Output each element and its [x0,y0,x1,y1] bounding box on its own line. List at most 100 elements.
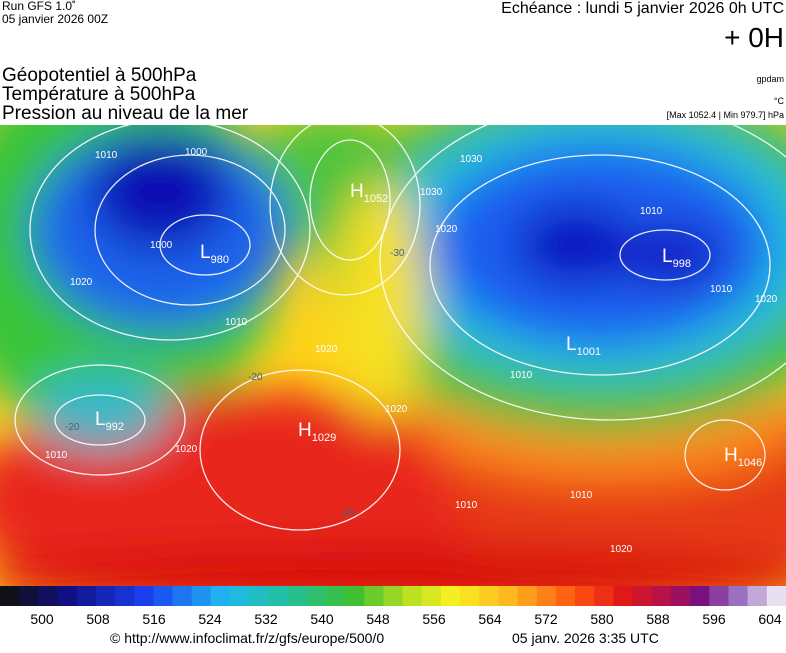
center-value: 980 [211,254,229,266]
step: + 0H [724,22,784,53]
center-letter: H [724,445,738,466]
colorbar-swatch [191,586,212,606]
colorbar-swatch [440,586,461,606]
isobar-label: 1010 [45,450,68,461]
colorbar-swatch [402,586,423,606]
colorbar-swatch [651,586,672,606]
isobar-label: 1030 [460,154,483,165]
echeance: Echéance : lundi 5 janvier 2026 0h UTC [501,0,784,17]
isobar-label: 1010 [95,150,118,161]
colorbar-swatch [19,586,39,606]
title-2: Température à 500hPa [2,84,196,105]
isobar-label: 1020 [435,224,458,235]
center-letter: L [566,334,577,355]
colorbar-swatch [287,586,308,606]
pressure-center: H1029 [298,420,336,444]
colorbar-label: 540 [310,611,334,627]
colorbar-swatch [709,586,729,606]
colorbar-swatch [517,586,538,606]
colorbar-swatch [766,586,786,606]
colorbar-label: 604 [758,611,782,627]
colorbar-swatch [249,586,269,606]
colorbar-swatch [479,586,499,606]
colorbar-swatch [172,586,193,606]
center-letter: L [662,246,673,267]
colorbar-swatch [38,586,59,606]
temperature-label: -20 [65,422,80,433]
colorbar-label: 516 [142,611,166,627]
isobar-label: 1010 [710,284,733,295]
colorbar-swatch [134,586,154,606]
center-value: 1001 [577,346,601,358]
colorbar-swatch [57,586,78,606]
colorbar-swatch [670,586,691,606]
isobar-label: 1020 [385,404,408,415]
colorbar-label: 524 [198,611,222,627]
colorbar-swatch [210,586,231,606]
colorbar-swatch [747,586,768,606]
unit-temperature: °C [774,96,785,106]
colorbar-label: 548 [366,611,390,627]
footer-url: © http://www.infoclimat.fr/z/gfs/europe/… [110,630,384,646]
colorbar-swatch [728,586,749,606]
footer-time: 05 janv. 2026 3:35 UTC [512,630,659,646]
isobar-label: 1000 [150,240,173,251]
temperature-label: -20 [248,372,263,383]
isobar-label: 1000 [185,147,208,158]
pressure-center: L992 [95,409,124,433]
isobar-label: 1010 [570,490,593,501]
colorbar-label: 580 [590,611,614,627]
colorbar-label: 532 [254,611,278,627]
center-value: 1052 [364,193,388,205]
pressure-center: L980 [200,242,229,266]
temperature-label: -30 [390,248,405,259]
center-letter: L [95,409,106,430]
colorbar-swatch [421,586,442,606]
pressure-center: H1052 [350,181,388,205]
colorbar-swatch [536,586,557,606]
run-date: 05 janvier 2026 00Z [2,12,108,26]
center-value: 1029 [312,432,336,444]
pressure-center: H1046 [724,445,762,469]
colorbar-swatch [95,586,116,606]
colorbar-swatch [555,586,576,606]
isobar-label: 1030 [420,187,443,198]
pressure-center: L998 [662,246,691,270]
isobar-label: 1020 [755,294,778,305]
colorbar-swatch [0,586,20,606]
colorbar-swatch [594,586,614,606]
colorbar-swatch [325,586,346,606]
colorbar-label: 564 [478,611,502,627]
center-value: 998 [673,258,691,270]
colorbar-swatch [306,586,327,606]
isobar-label: 1010 [225,317,248,328]
colorbar-swatch [345,586,365,606]
isobar-label: 1020 [610,544,633,555]
title-1: Géopotentiel à 500hPa [2,65,197,86]
isobar-label: 1010 [640,206,663,217]
isobar-label: 1020 [175,444,198,455]
colorbar-label: 596 [702,611,726,627]
colorbar-swatch [364,586,384,606]
isobar-label: 1010 [510,370,533,381]
colorbar-swatch [575,586,595,606]
center-value: 1046 [738,457,762,469]
colorbar-label: 588 [646,611,670,627]
isobar-label: 1020 [70,277,93,288]
colorbar-swatch [153,586,174,606]
isobar-label: 1010 [455,500,478,511]
center-letter: H [350,181,364,202]
colorbar-label: 556 [422,611,446,627]
colorbar-swatch [690,586,710,606]
colorbar-swatch [76,586,97,606]
unit-pressure: [Max 1052.4 | Min 979.7] hPa [667,110,784,120]
colorbar-swatch [115,586,135,606]
colorbar-label: 508 [86,611,110,627]
pressure-center: L1001 [566,334,601,358]
center-letter: H [298,420,312,441]
colorbar-swatch [460,586,480,606]
isobar-label: 1020 [315,344,338,355]
colorbar-swatch [268,586,289,606]
